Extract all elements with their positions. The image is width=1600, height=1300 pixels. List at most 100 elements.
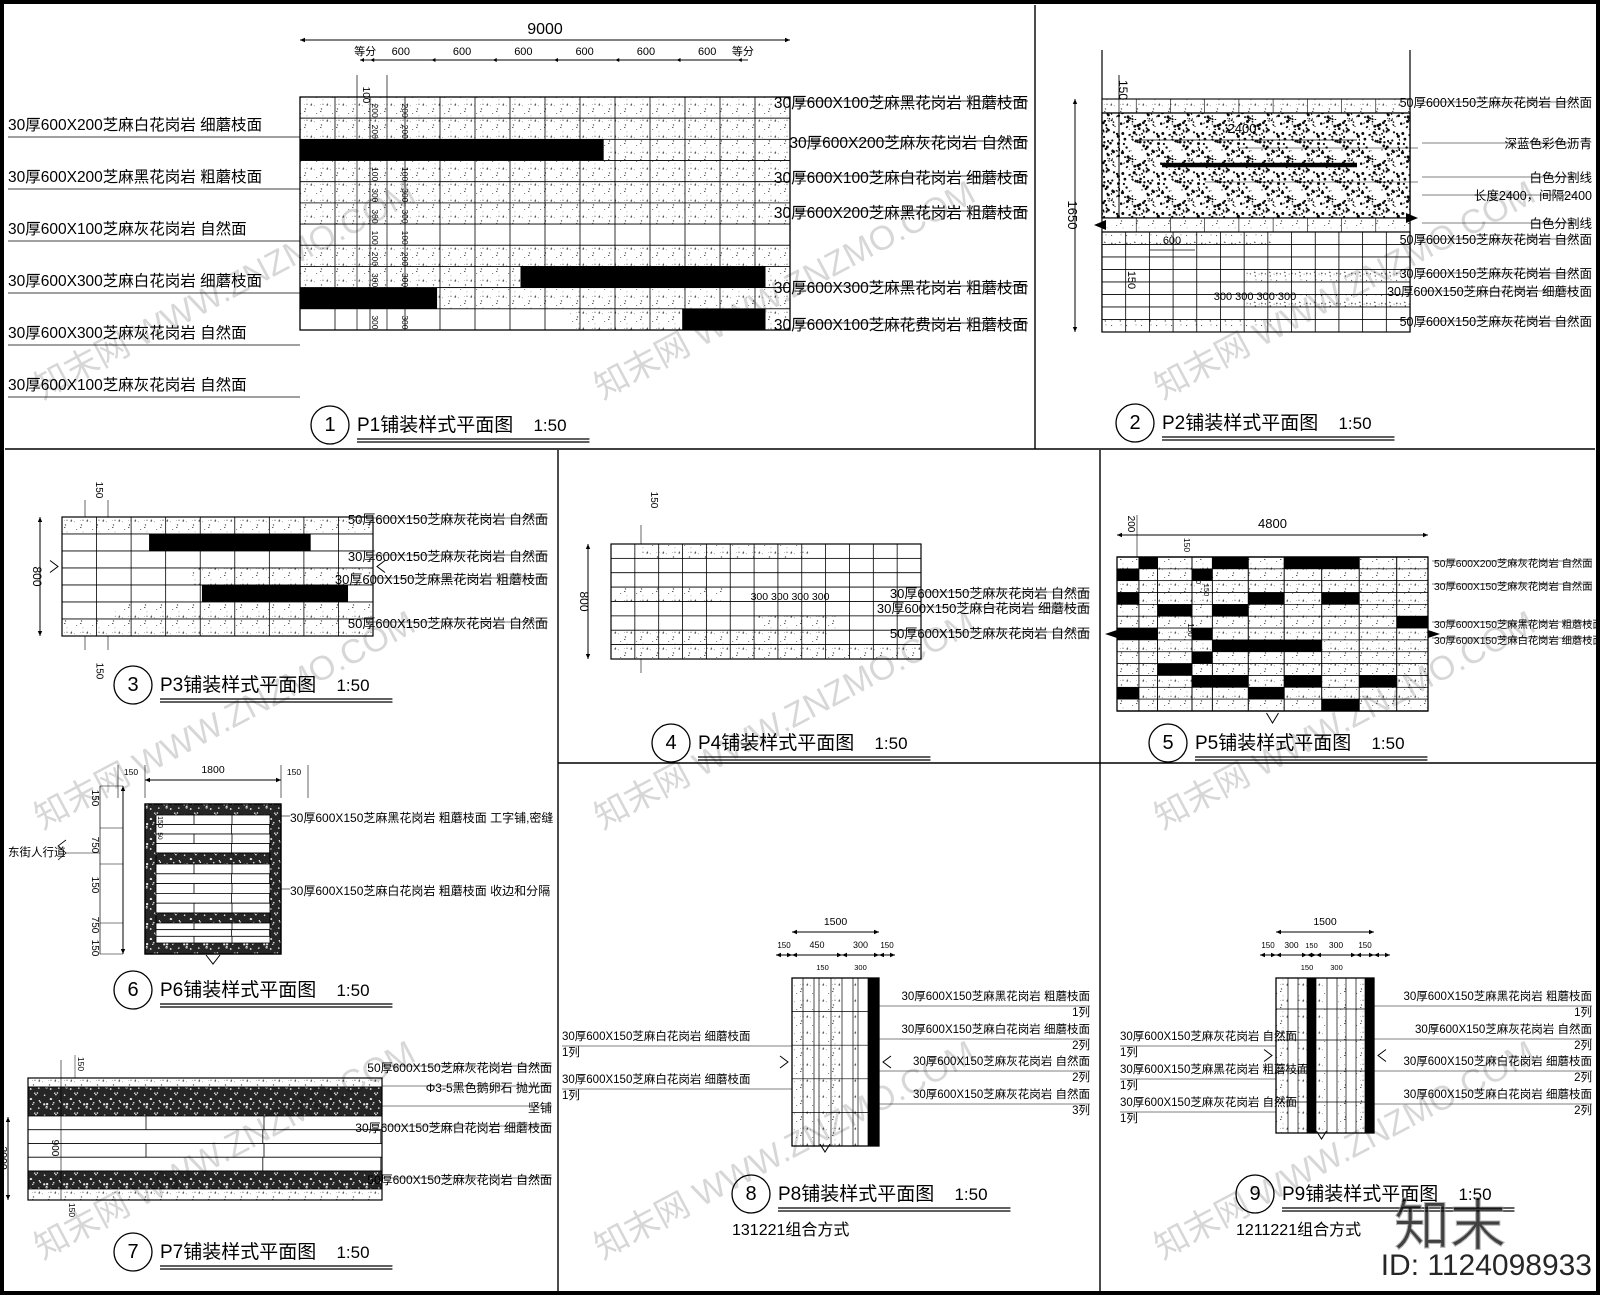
svg-text:300: 300 xyxy=(1284,940,1298,950)
svg-text:750: 750 xyxy=(89,837,100,854)
svg-text:4800: 4800 xyxy=(1258,516,1287,531)
svg-text:1:50: 1:50 xyxy=(874,734,907,753)
svg-text:2列: 2列 xyxy=(1574,1103,1592,1117)
svg-text:150: 150 xyxy=(880,941,894,950)
svg-text:P2铺装样式平面图: P2铺装样式平面图 xyxy=(1162,412,1318,434)
svg-text:1列: 1列 xyxy=(562,1088,580,1102)
svg-text:100: 100 xyxy=(370,167,380,181)
svg-text:1列: 1列 xyxy=(562,1045,580,1059)
svg-text:P1铺装样式平面图: P1铺装样式平面图 xyxy=(357,414,513,436)
svg-text:150: 150 xyxy=(1186,623,1195,637)
svg-text:1列: 1列 xyxy=(1574,1005,1592,1019)
svg-text:30厚600X150芝麻白花岗岩 细蘑枝面: 30厚600X150芝麻白花岗岩 细蘑枝面 xyxy=(877,601,1090,616)
svg-text:50厚600X150芝麻灰花岗岩 自然面: 50厚600X150芝麻灰花岗岩 自然面 xyxy=(367,1172,552,1187)
svg-text:1列: 1列 xyxy=(1072,1005,1090,1019)
svg-text:300: 300 xyxy=(370,146,380,160)
svg-text:1650: 1650 xyxy=(1065,201,1080,230)
svg-text:150: 150 xyxy=(1301,963,1314,972)
svg-text:600: 600 xyxy=(698,46,716,58)
svg-text:150: 150 xyxy=(287,767,301,777)
svg-text:9000: 9000 xyxy=(527,21,563,38)
svg-text:600: 600 xyxy=(514,46,532,58)
svg-text:1800: 1800 xyxy=(201,764,225,776)
svg-text:300: 300 xyxy=(854,963,867,972)
svg-text:600: 600 xyxy=(637,46,655,58)
svg-text:1500: 1500 xyxy=(824,916,848,928)
svg-text:50: 50 xyxy=(1194,576,1203,584)
svg-text:30厚600X100芝麻白花岗岩 细蘑枝面: 30厚600X100芝麻白花岗岩 细蘑枝面 xyxy=(774,169,1028,187)
svg-text:白色分割线: 白色分割线 xyxy=(1529,170,1592,185)
svg-text:等分: 等分 xyxy=(732,44,754,58)
svg-text:800: 800 xyxy=(30,566,44,586)
svg-text:30厚600X150芝麻黑花岗岩 粗蘑枝面 工字铺,密缝: 30厚600X150芝麻黑花岗岩 粗蘑枝面 工字铺,密缝 xyxy=(290,810,553,825)
svg-text:150: 150 xyxy=(89,940,100,957)
svg-text:白色分割线: 白色分割线 xyxy=(1529,216,1592,231)
svg-text:200: 200 xyxy=(400,252,410,266)
svg-text:200: 200 xyxy=(370,252,380,266)
svg-text:150: 150 xyxy=(1358,941,1372,950)
svg-text:30厚600X150芝麻灰花岗岩 自然面: 30厚600X150芝麻灰花岗岩 自然面 xyxy=(890,586,1090,601)
svg-text:4: 4 xyxy=(665,732,676,754)
svg-text:200: 200 xyxy=(400,125,410,139)
svg-text:200: 200 xyxy=(370,125,380,139)
svg-text:300: 300 xyxy=(400,273,410,287)
svg-text:900: 900 xyxy=(49,1140,60,1157)
svg-text:600: 600 xyxy=(1163,235,1181,247)
svg-text:30厚600X150芝麻灰花岗岩 自然面: 30厚600X150芝麻灰花岗岩 自然面 xyxy=(1120,1095,1297,1109)
svg-text:150: 150 xyxy=(94,663,105,680)
svg-text:1列: 1列 xyxy=(1120,1111,1138,1125)
svg-text:30厚600X200芝麻灰花岗岩 自然面: 30厚600X200芝麻灰花岗岩 自然面 xyxy=(789,134,1028,152)
svg-text:30厚600X150芝麻白花岗岩 细蘑枝面: 30厚600X150芝麻白花岗岩 细蘑枝面 xyxy=(1387,284,1592,299)
svg-text:5: 5 xyxy=(1162,732,1173,754)
svg-text:2列: 2列 xyxy=(1072,1038,1090,1052)
svg-text:200: 200 xyxy=(400,294,410,308)
svg-text:30厚600X100芝麻黑花岗岩 粗蘑枝面: 30厚600X100芝麻黑花岗岩 粗蘑枝面 xyxy=(774,94,1028,112)
svg-text:P6铺装样式平面图: P6铺装样式平面图 xyxy=(160,979,316,1001)
svg-text:300: 300 xyxy=(400,315,410,329)
svg-text:300: 300 xyxy=(1329,940,1343,950)
svg-text:30厚600X150芝麻白花岗岩 细蘑枝面: 30厚600X150芝麻白花岗岩 细蘑枝面 xyxy=(355,1120,552,1135)
svg-text:150: 150 xyxy=(777,941,791,950)
svg-text:3: 3 xyxy=(127,674,138,696)
svg-text:300: 300 xyxy=(1330,963,1343,972)
svg-text:1:50: 1:50 xyxy=(336,981,369,1000)
svg-text:150: 150 xyxy=(76,1057,86,1071)
svg-text:30厚600X150芝麻灰花岗岩 自然面: 30厚600X150芝麻灰花岗岩 自然面 xyxy=(1415,1022,1592,1036)
svg-text:750: 750 xyxy=(89,917,100,934)
svg-text:30厚600X200芝麻黑花岗岩 粗蘑枝面: 30厚600X200芝麻黑花岗岩 粗蘑枝面 xyxy=(8,168,262,186)
svg-text:30厚600X150芝麻黑花岗岩 粗蘑枝面: 30厚600X150芝麻黑花岗岩 粗蘑枝面 xyxy=(335,572,548,587)
svg-text:30厚600X150芝麻黑花岗岩 粗蘑枝面: 30厚600X150芝麻黑花岗岩 粗蘑枝面 xyxy=(1403,989,1592,1003)
svg-text:150: 150 xyxy=(816,963,829,972)
svg-text:2: 2 xyxy=(1129,412,1140,434)
svg-text:坚铺: 坚铺 xyxy=(528,1101,552,1115)
svg-text:100: 100 xyxy=(400,231,410,245)
svg-text:800: 800 xyxy=(577,591,591,611)
svg-text:P8铺装样式平面图: P8铺装样式平面图 xyxy=(778,1183,934,1205)
svg-text:200: 200 xyxy=(370,103,380,117)
svg-text:1211221组合方式: 1211221组合方式 xyxy=(1236,1221,1361,1239)
svg-text:150: 150 xyxy=(1261,941,1275,950)
svg-text:300: 300 xyxy=(400,146,410,160)
svg-text:50厚600X150芝麻灰花岗岩 自然面: 50厚600X150芝麻灰花岗岩 自然面 xyxy=(1400,95,1592,110)
svg-text:30厚600X100芝麻花费岗岩 粗蘑枝面: 30厚600X100芝麻花费岗岩 粗蘑枝面 xyxy=(774,316,1028,334)
svg-text:150: 150 xyxy=(1305,941,1318,950)
svg-text:300: 300 xyxy=(853,940,868,950)
svg-text:300: 300 xyxy=(370,315,380,329)
svg-text:30厚600X150芝麻灰花岗岩 自然面: 30厚600X150芝麻灰花岗岩 自然面 xyxy=(348,549,548,564)
svg-text:30厚600X150芝麻黑花岗岩 粗蘑枝面: 30厚600X150芝麻黑花岗岩 粗蘑枝面 xyxy=(1120,1062,1309,1076)
svg-text:30厚600X150芝麻灰花岗岩 自然面: 30厚600X150芝麻灰花岗岩 自然面 xyxy=(1120,1029,1297,1043)
svg-text:1:50: 1:50 xyxy=(954,1185,987,1204)
svg-text:150: 150 xyxy=(1202,584,1211,597)
svg-text:30厚600X150芝麻白花岗岩 细蘑枝面: 30厚600X150芝麻白花岗岩 细蘑枝面 xyxy=(901,1022,1090,1036)
svg-text:150: 150 xyxy=(1116,80,1130,100)
svg-text:30厚600X150芝麻灰花岗岩 自然面: 30厚600X150芝麻灰花岗岩 自然面 xyxy=(1434,580,1593,593)
svg-text:50厚600X200芝麻灰花岗岩 自然面: 50厚600X200芝麻灰花岗岩 自然面 xyxy=(1434,557,1593,570)
svg-text:600: 600 xyxy=(575,46,593,58)
svg-text:1:50: 1:50 xyxy=(533,416,566,435)
svg-text:50: 50 xyxy=(156,832,163,840)
svg-text:50厚600X150芝麻灰花岗岩 自然面: 50厚600X150芝麻灰花岗岩 自然面 xyxy=(1400,314,1592,329)
svg-text:Φ3-5黑色鹅卵石 抛光面: Φ3-5黑色鹅卵石 抛光面 xyxy=(426,1080,552,1095)
svg-text:7: 7 xyxy=(127,1241,138,1263)
svg-text:3列: 3列 xyxy=(1072,1103,1090,1117)
svg-text:131221组合方式: 131221组合方式 xyxy=(732,1221,849,1239)
